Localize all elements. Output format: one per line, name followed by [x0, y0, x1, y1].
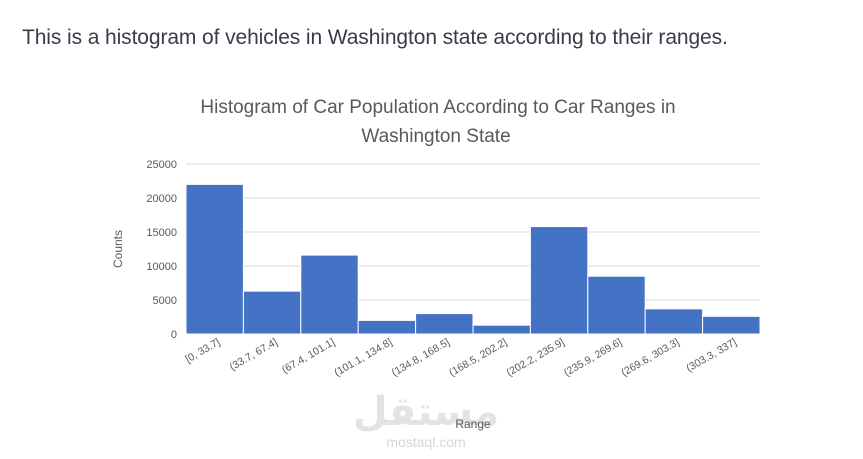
y-tick-label: 25000 [146, 159, 177, 171]
x-category-label: (67.4, 101.1] [280, 336, 337, 376]
y-axis-label: Counts [111, 230, 125, 268]
y-tick-label: 15000 [146, 227, 177, 239]
y-axis-ticks: 0 5000 10000 15000 20000 25000 [146, 159, 177, 341]
x-category-label: (269.6, 303.3] [619, 336, 681, 379]
chart-title-line-2: Washington State [361, 126, 510, 147]
y-tick-label: 0 [171, 329, 177, 341]
bar [185, 183, 244, 335]
watermark-arabic: مستقل [353, 390, 499, 434]
bar [587, 275, 646, 335]
x-category-label: [0, 33.7] [183, 336, 222, 365]
y-tick-label: 20000 [146, 193, 177, 205]
watermark: مستقل mostaql.com [353, 390, 499, 450]
bar [529, 226, 589, 335]
bar [644, 308, 704, 335]
x-category-label: (235.9, 269.6] [562, 336, 624, 379]
bar [300, 254, 359, 335]
y-tick-label: 10000 [146, 261, 177, 273]
x-axis-label: Range [455, 417, 491, 431]
y-tick-label: 5000 [153, 295, 177, 307]
bar [702, 315, 761, 335]
chart-title-line-1: Histogram of Car Population According to… [200, 97, 675, 118]
x-category-label: (168.5, 202.2] [447, 336, 509, 379]
watermark-latin: mostaql.com [386, 434, 465, 450]
x-axis-categories: [0, 33.7] (33.7, 67.4] (67.4, 101.1](101.1… [183, 336, 739, 379]
x-category-label: (134.8, 168.5] [390, 336, 452, 379]
x-category-label: (101.1, 134.8] [332, 336, 394, 379]
bars [185, 183, 761, 335]
x-category-label: (33.7, 67.4] [228, 336, 280, 373]
bar [357, 319, 417, 335]
bar [472, 324, 531, 335]
intro-text: This is a histogram of vehicles in Washi… [22, 26, 728, 49]
bar [242, 290, 302, 335]
bar [415, 313, 474, 335]
x-category-label: (202.2, 235.9] [504, 336, 566, 379]
x-category-label: (303.3, 337] [684, 336, 739, 374]
